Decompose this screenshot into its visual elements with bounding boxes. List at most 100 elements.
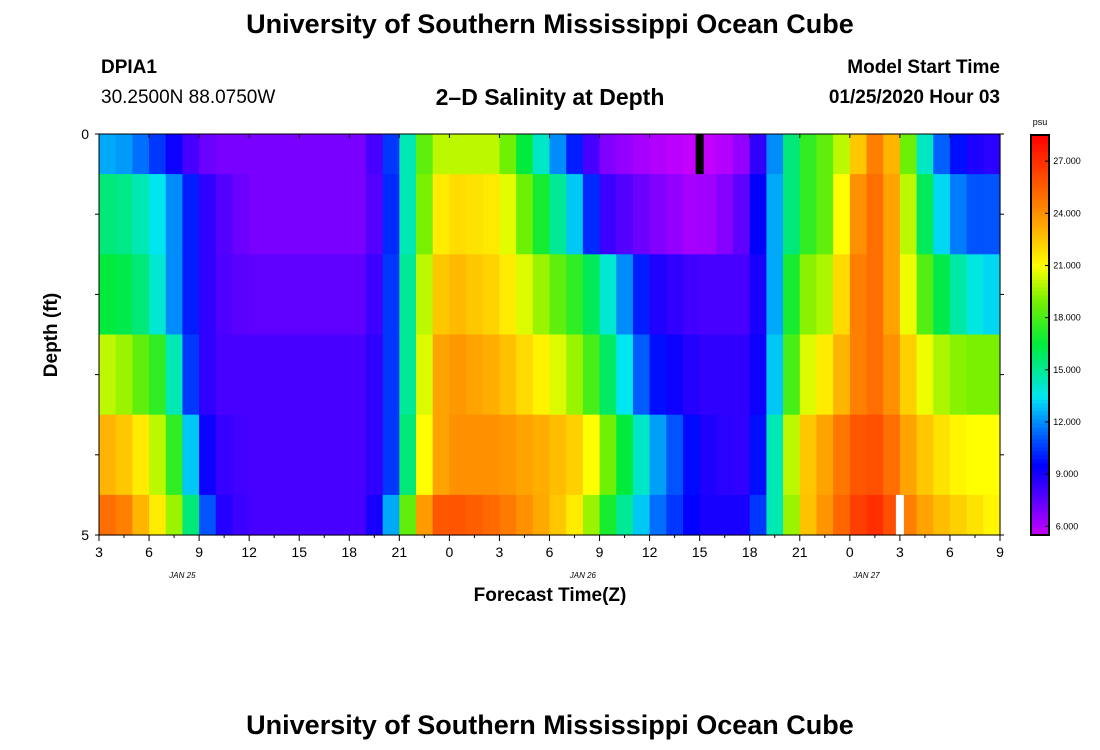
x-tick-label: 0 (445, 544, 453, 560)
heatmap-cell (282, 494, 300, 536)
heatmap-cell (199, 334, 217, 416)
heatmap-cell (382, 334, 400, 416)
heatmap-cell (382, 494, 400, 536)
heatmap-cell (299, 134, 317, 175)
colorbar-swatch (1031, 383, 1049, 388)
heatmap-cell (499, 174, 517, 255)
heatmap-cell (733, 334, 751, 416)
heatmap-cell (666, 254, 684, 336)
heatmap-cell (649, 134, 667, 175)
heatmap-cell (599, 254, 617, 336)
heatmap-cell (299, 174, 317, 255)
heatmap-cell (933, 254, 951, 336)
colorbar-swatch (1031, 403, 1049, 408)
heatmap-cell (749, 254, 768, 336)
colorbar-swatch (1031, 495, 1049, 500)
colorbar-swatch (1031, 323, 1049, 328)
heatmap-cell (549, 334, 567, 416)
heatmap-cell (632, 334, 651, 416)
colorbar-swatch (1031, 435, 1049, 440)
colorbar-swatch (1031, 415, 1049, 420)
heatmap-cell (833, 334, 851, 416)
colorbar-swatch (1031, 307, 1049, 312)
heatmap-cell (966, 334, 984, 416)
heatmap-cell (666, 494, 684, 536)
colorbar-swatch (1031, 343, 1049, 348)
heatmap-cell (349, 174, 367, 255)
colorbar-swatch (1031, 315, 1049, 320)
heatmap-cell (466, 254, 484, 336)
heatmap-cell (99, 254, 117, 336)
heatmap-cell (165, 414, 184, 496)
heatmap-cell (399, 174, 417, 255)
heatmap-cell (149, 134, 167, 175)
heatmap-cell (933, 414, 951, 496)
colorbar-swatch (1031, 235, 1049, 240)
colorbar-swatch (1031, 171, 1049, 176)
heatmap-cell (365, 414, 384, 496)
colorbar-swatch (1031, 419, 1049, 424)
colorbar-tick-label: 27.000 (1053, 156, 1081, 166)
plot-title: 2–D Salinity at Depth (435, 84, 665, 110)
heatmap-cell (799, 334, 818, 416)
heatmap-cell (249, 174, 267, 255)
heatmap-cell (349, 494, 367, 536)
heatmap-cell (182, 494, 200, 536)
heatmap-cell (416, 174, 434, 255)
heatmap-cell (516, 494, 534, 536)
colorbar-swatch (1031, 407, 1049, 412)
heatmap-cell (199, 174, 217, 255)
heatmap-cell (866, 494, 884, 536)
heatmap-cell (582, 494, 601, 536)
heatmap-cell (749, 134, 768, 175)
heatmap-cell (299, 254, 317, 336)
heatmap-cell (566, 174, 584, 255)
colorbar-swatch (1031, 367, 1049, 372)
colorbar-swatch (1031, 467, 1049, 472)
colorbar-units: psu (1033, 117, 1048, 127)
x-tick-label: 9 (195, 544, 203, 560)
colorbar-swatch (1031, 163, 1049, 168)
colorbar-swatch (1031, 187, 1049, 192)
heatmap-cell (516, 254, 534, 336)
heatmap-cell (432, 134, 450, 175)
colorbar-swatch (1031, 347, 1049, 352)
heatmap-cell (916, 334, 934, 416)
heatmap-cell (382, 254, 400, 336)
heatmap-cell (849, 494, 868, 536)
heatmap-cell (933, 134, 951, 175)
date-label: JAN 25 (168, 571, 196, 580)
heatmap-cell (916, 494, 934, 536)
heatmap-cell (466, 414, 484, 496)
heatmap-cell (149, 254, 167, 336)
heatmap-cell (916, 414, 934, 496)
heatmap-cell (432, 494, 450, 536)
colorbar-swatch (1031, 355, 1049, 360)
heatmap-cell (966, 254, 984, 336)
heatmap-cell (499, 334, 517, 416)
x-tick-label: 21 (792, 544, 808, 560)
colorbar-swatch (1031, 375, 1049, 380)
station-coords: 30.2500N 88.0750W (101, 87, 276, 108)
heatmap-cell (816, 414, 834, 496)
heatmap-cell (983, 414, 1001, 496)
colorbar-swatch (1031, 243, 1049, 248)
heatmap-cell (783, 174, 801, 255)
heatmap-cell (799, 254, 818, 336)
colorbar-swatch (1031, 447, 1049, 452)
x-axis: 3 6 9 12 15 18 21 0 3 6 9 12 15 18 21 0 3 6 9 JAN 25 JAN 26 J… (95, 134, 1004, 580)
heatmap-cell (516, 334, 534, 416)
heatmap-cell (282, 414, 300, 496)
heatmap-cell (949, 134, 968, 175)
heatmap-cell (666, 174, 684, 255)
heatmap-cell (449, 414, 467, 496)
heatmap-cell (933, 494, 951, 536)
heatmap-cell (783, 134, 801, 175)
colorbar-swatch (1031, 483, 1049, 488)
heatmap-cell (466, 334, 484, 416)
heatmap-cell (499, 494, 517, 536)
colorbar-tick-label: 6.000 (1056, 521, 1079, 531)
heatmap-cell (883, 254, 901, 336)
colorbar-swatch (1031, 335, 1049, 340)
heatmap-cell (232, 254, 250, 336)
